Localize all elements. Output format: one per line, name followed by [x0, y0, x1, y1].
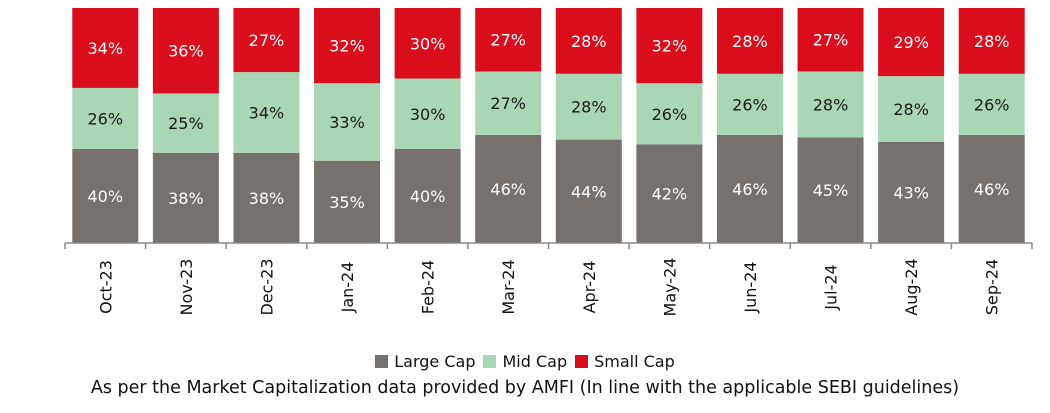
data-label-large-cap-jan-24: 35%: [329, 193, 365, 212]
bar-large-cap-jul-24: [797, 137, 864, 243]
legend-item-small-cap: Small Cap: [575, 352, 675, 371]
data-label-small-cap-jan-24: 32%: [329, 37, 365, 56]
data-label-large-cap-oct-23: 40%: [88, 187, 124, 206]
data-label-large-cap-jun-24: 46%: [732, 180, 768, 199]
data-label-mid-cap-oct-23: 26%: [88, 109, 124, 128]
bar-large-cap-jun-24: [716, 134, 783, 243]
data-label-mid-cap-nov-23: 25%: [168, 114, 204, 133]
x-tick-label-mar-24: Mar-24: [499, 259, 518, 314]
legend-swatch-mid-cap: [483, 355, 497, 368]
bars-layer: [72, 8, 1025, 243]
bar-small-cap-oct-23: [72, 8, 139, 88]
data-label-mid-cap-dec-23: 34%: [249, 103, 285, 122]
data-label-large-cap-sep-24: 46%: [974, 180, 1010, 199]
bar-small-cap-may-24: [636, 8, 703, 84]
data-label-large-cap-feb-24: 40%: [410, 187, 446, 206]
bar-large-cap-feb-24: [394, 149, 461, 243]
footnote: As per the Market Capitalization data pr…: [90, 378, 960, 398]
data-label-large-cap-may-24: 42%: [652, 185, 688, 204]
bar-large-cap-sep-24: [958, 134, 1025, 243]
legend-item-large-cap: Large Cap: [375, 352, 475, 371]
x-tick-label-jun-24: Jun-24: [741, 261, 760, 313]
bar-large-cap-jan-24: [314, 160, 381, 243]
data-label-small-cap-mar-24: 27%: [490, 31, 526, 50]
data-label-large-cap-apr-24: 44%: [571, 182, 607, 201]
stacked-bar-chart: 40% 26% 34% 38% 25% 36% 38% 34% 27% 35% 33% 32% 40% 3…: [64, 8, 1033, 317]
data-label-large-cap-jul-24: 45%: [813, 181, 849, 200]
data-label-small-cap-aug-24: 29%: [893, 33, 929, 52]
legend-label-mid-cap: Mid Cap: [502, 352, 568, 371]
x-tick-label-sep-24: Sep-24: [983, 259, 1002, 315]
bar-small-cap-feb-24: [394, 8, 461, 79]
x-axis: Oct-23 Nov-23 Dec-23 Jan-24 Feb-24 Mar-24 Apr-…: [64, 242, 1033, 317]
x-tick-label-jan-24: Jan-24: [338, 262, 357, 314]
data-label-small-cap-sep-24: 28%: [974, 32, 1010, 51]
bar-mid-cap-jul-24: [797, 71, 864, 138]
data-label-small-cap-jul-24: 27%: [813, 31, 849, 50]
bar-mid-cap-jun-24: [716, 73, 783, 135]
data-labels-layer: 40% 26% 34% 38% 25% 36% 38% 34% 27% 35% 33% 32% 40% 3…: [88, 31, 1010, 212]
x-tick-label-aug-24: Aug-24: [902, 258, 921, 315]
legend-label-large-cap: Large Cap: [394, 352, 476, 371]
x-tick-label-may-24: May-24: [660, 258, 679, 317]
bar-mid-cap-oct-23: [72, 87, 139, 149]
data-label-small-cap-nov-23: 36%: [168, 42, 204, 61]
data-label-large-cap-aug-24: 43%: [893, 183, 929, 202]
bar-mid-cap-aug-24: [878, 76, 945, 142]
bar-small-cap-apr-24: [555, 8, 622, 74]
bar-large-cap-nov-23: [152, 152, 219, 243]
bar-small-cap-jan-24: [314, 8, 381, 84]
bar-large-cap-apr-24: [555, 139, 622, 243]
bar-small-cap-nov-23: [152, 8, 219, 94]
data-label-large-cap-mar-24: 46%: [490, 180, 526, 199]
x-tick-label-apr-24: Apr-24: [580, 261, 599, 314]
bar-mid-cap-jan-24: [314, 83, 381, 161]
data-label-small-cap-may-24: 32%: [652, 37, 688, 56]
data-label-small-cap-feb-24: 30%: [410, 34, 446, 53]
bar-small-cap-jul-24: [797, 8, 864, 72]
data-label-mid-cap-jan-24: 33%: [329, 113, 365, 132]
legend-item-mid-cap: Mid Cap: [483, 352, 567, 371]
bar-small-cap-dec-23: [233, 8, 300, 73]
legend: Large Cap Mid Cap Small Cap: [0, 352, 1050, 372]
data-label-small-cap-dec-23: 27%: [249, 31, 285, 50]
x-tick-label-feb-24: Feb-24: [419, 260, 438, 314]
bar-mid-cap-sep-24: [958, 73, 1025, 135]
bar-large-cap-oct-23: [72, 149, 139, 243]
data-label-mid-cap-apr-24: 28%: [571, 98, 607, 117]
bar-small-cap-aug-24: [878, 8, 945, 77]
bar-mid-cap-dec-23: [233, 72, 300, 153]
data-label-large-cap-nov-23: 38%: [168, 189, 204, 208]
data-label-mid-cap-mar-24: 27%: [490, 94, 526, 113]
data-label-mid-cap-aug-24: 28%: [893, 100, 929, 119]
x-tick-label-jul-24: Jul-24: [822, 264, 841, 310]
bar-mid-cap-nov-23: [152, 93, 219, 153]
data-label-mid-cap-feb-24: 30%: [410, 105, 446, 124]
x-tick-label-oct-23: Oct-23: [96, 260, 115, 314]
x-tick-label-nov-23: Nov-23: [177, 259, 196, 316]
bar-large-cap-dec-23: [233, 152, 300, 243]
legend-swatch-large-cap: [375, 355, 389, 368]
bar-mid-cap-feb-24: [394, 78, 461, 149]
bar-small-cap-sep-24: [958, 8, 1025, 74]
bar-large-cap-aug-24: [878, 141, 945, 243]
bar-large-cap-may-24: [636, 144, 703, 243]
legend-label-small-cap: Small Cap: [594, 352, 675, 371]
bar-small-cap-mar-24: [475, 8, 542, 72]
data-label-mid-cap-jul-24: 28%: [813, 95, 849, 114]
data-label-large-cap-dec-23: 38%: [249, 189, 285, 208]
data-label-small-cap-oct-23: 34%: [88, 39, 124, 58]
x-tick-label-dec-23: Dec-23: [257, 258, 276, 315]
bar-large-cap-mar-24: [475, 134, 542, 243]
data-label-mid-cap-sep-24: 26%: [974, 95, 1010, 114]
bar-mid-cap-mar-24: [475, 71, 542, 135]
data-label-small-cap-jun-24: 28%: [732, 32, 768, 51]
legend-swatch-small-cap: [575, 355, 589, 368]
bar-small-cap-jun-24: [716, 8, 783, 74]
data-label-mid-cap-may-24: 26%: [652, 105, 688, 124]
data-label-mid-cap-jun-24: 26%: [732, 95, 768, 114]
data-label-small-cap-apr-24: 28%: [571, 32, 607, 51]
bar-mid-cap-apr-24: [555, 73, 622, 140]
bar-mid-cap-may-24: [636, 83, 703, 145]
